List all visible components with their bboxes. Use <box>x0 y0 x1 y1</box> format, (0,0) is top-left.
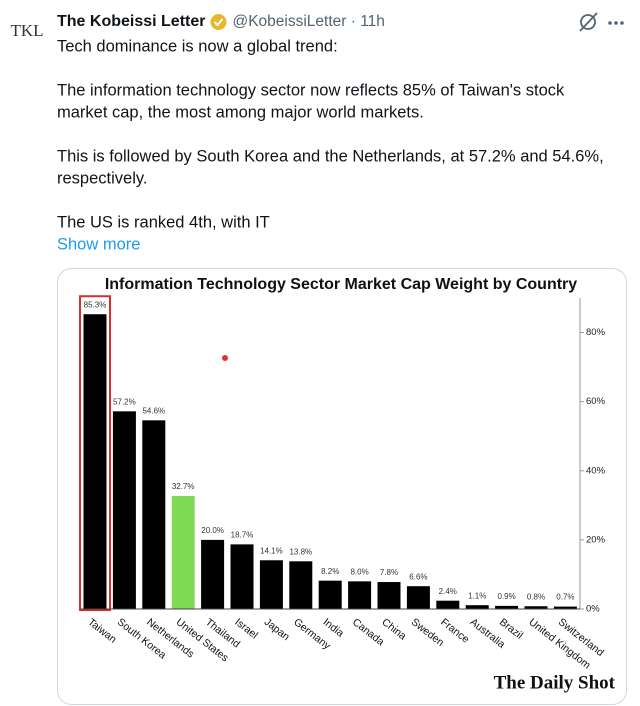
bar <box>289 561 313 609</box>
bar <box>201 539 225 609</box>
bar <box>377 582 401 609</box>
source: The Daily Shot <box>494 672 616 693</box>
value-label: 0.8% <box>527 592 545 601</box>
bar <box>171 496 195 609</box>
bar <box>142 420 166 609</box>
y-tick-label: 40% <box>586 465 606 476</box>
value-label: 57.2% <box>113 397 136 406</box>
value-label: 32.7% <box>172 482 195 491</box>
bar <box>259 560 283 609</box>
avatar[interactable]: TKL <box>10 21 43 40</box>
tweet-text: respectively. <box>57 169 147 187</box>
tweet-text: The US is ranked 4th, with IT <box>57 213 270 231</box>
value-label: 8.0% <box>350 567 368 576</box>
show-more[interactable]: Show more <box>57 235 140 253</box>
bar <box>524 606 548 609</box>
tweet-text: This is followed by South Korea and the … <box>57 147 604 165</box>
bar <box>553 606 577 609</box>
author-name[interactable]: The Kobeissi Letter <box>57 13 205 30</box>
y-tick-label: 60% <box>586 396 606 407</box>
y-tick-label: 20% <box>586 534 606 545</box>
value-label: 7.8% <box>380 568 398 577</box>
value-label: 1.1% <box>468 591 486 600</box>
bar <box>83 314 107 609</box>
bar <box>230 544 254 609</box>
bar <box>406 586 430 609</box>
media-card[interactable] <box>57 268 627 705</box>
tweet-text: market cap, the most among major world m… <box>57 103 424 121</box>
value-label: 0.9% <box>497 592 515 601</box>
highlight-box <box>79 295 111 611</box>
bar <box>436 600 460 609</box>
grok-icon[interactable] <box>579 12 598 32</box>
value-label: 20.0% <box>201 526 224 535</box>
bar <box>318 580 342 609</box>
value-label: 85.3% <box>84 300 107 309</box>
value-label: 0.7% <box>556 593 574 602</box>
verified-badge <box>210 14 227 30</box>
value-label: 54.6% <box>142 406 165 415</box>
bar <box>465 605 489 609</box>
value-label: 8.2% <box>321 567 339 576</box>
chart-title: Information Technology Sector Market Cap… <box>105 276 577 293</box>
bar <box>348 581 372 609</box>
more-icon[interactable] <box>608 21 624 25</box>
bar <box>112 411 136 609</box>
bar <box>495 605 519 609</box>
tweet-text: The information technology sector now re… <box>57 81 565 99</box>
value-label: 18.7% <box>231 530 254 539</box>
value-label: 2.4% <box>439 587 457 596</box>
value-label: 6.6% <box>409 572 427 581</box>
author-meta[interactable]: @KobeissiLetter · 11h <box>232 13 384 30</box>
value-label: 13.8% <box>289 547 312 556</box>
annotation-dot <box>222 355 228 361</box>
y-tick-label: 80% <box>586 327 606 338</box>
tweet-text: Tech dominance is now a global trend: <box>57 37 338 55</box>
value-label: 14.1% <box>260 546 283 555</box>
y-tick-label: 0% <box>586 604 600 615</box>
